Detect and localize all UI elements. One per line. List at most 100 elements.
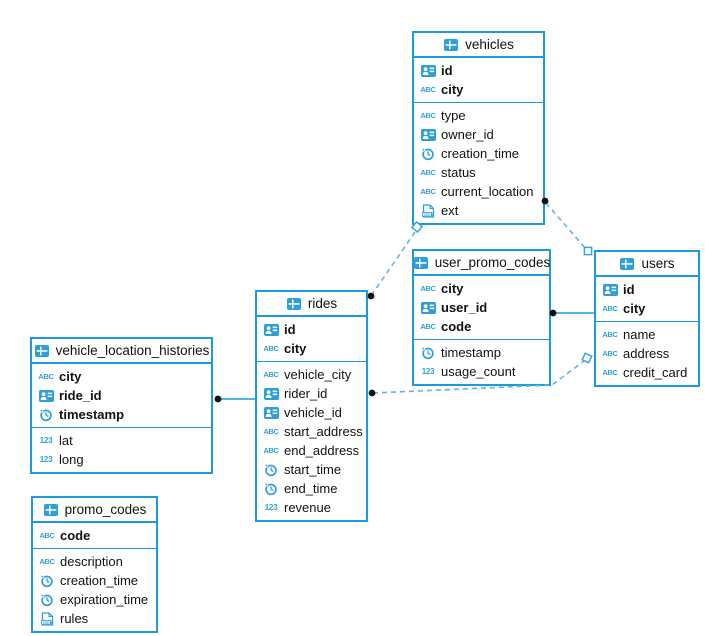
column-name: id	[441, 63, 453, 78]
number-type-icon: 123	[39, 455, 53, 464]
string-type-icon: ABC	[39, 531, 55, 540]
column-name: current_location	[441, 184, 534, 199]
string-type-icon: ABC	[602, 330, 618, 339]
column-name: city	[441, 82, 464, 97]
primary-key-section: id ABC city	[257, 317, 366, 362]
primary-key-section: id ABC city	[414, 58, 543, 103]
column-row: start_time	[257, 460, 366, 479]
table-icon	[286, 297, 302, 310]
table-header[interactable]: user_promo_codes	[413, 251, 550, 276]
json-type-icon: JSON	[420, 203, 436, 218]
column-row: timestamp	[414, 343, 549, 362]
string-type-icon: ABC	[420, 85, 436, 94]
table-header[interactable]: users	[596, 252, 698, 277]
column-name: timestamp	[59, 407, 125, 422]
columns-section: ABC type owner_id creation_time ABC status ABC…	[414, 103, 543, 223]
string-type-icon: ABC	[602, 368, 618, 377]
string-type-icon: ABC	[420, 111, 436, 120]
column-name: ext	[441, 203, 459, 218]
column-name: credit_card	[623, 365, 688, 380]
columns-section: ABC vehicle_city rider_id vehicle_id ABC star…	[257, 362, 366, 520]
relationship-line-vehicles-users[interactable]	[545, 202, 587, 250]
string-type-icon: ABC	[420, 322, 436, 331]
table-header[interactable]: promo_codes	[33, 498, 156, 523]
svg-text:JSON: JSON	[42, 620, 52, 624]
string-type-icon: ABC	[420, 168, 436, 177]
primary-key-section: ABC city ride_id timestamp	[32, 364, 211, 428]
column-row: ABC city	[257, 339, 366, 358]
column-name: vehicle_city	[284, 367, 352, 382]
column-row: 123 lat	[32, 431, 211, 450]
column-name: end_address	[284, 443, 360, 458]
column-row: ABC city	[32, 367, 211, 386]
column-name: code	[441, 319, 472, 334]
column-row: ride_id	[32, 386, 211, 405]
column-name: name	[623, 327, 656, 342]
table-header[interactable]: vehicle_location_histories	[32, 339, 211, 364]
column-name: end_time	[284, 481, 338, 496]
id-type-icon	[420, 301, 436, 314]
column-row: 123 long	[32, 450, 211, 469]
table-icon	[443, 38, 459, 51]
string-type-icon: ABC	[263, 344, 279, 353]
column-name: id	[623, 282, 635, 297]
columns-section: ABC description creation_time expiration_ti…	[33, 549, 156, 631]
table-users[interactable]: users id ABC city ABC name ABC address ABC credit…	[594, 250, 700, 387]
column-name: creation_time	[60, 573, 139, 588]
id-type-icon	[263, 387, 279, 400]
number-type-icon: 123	[421, 367, 435, 376]
column-row: ABC code	[33, 526, 156, 545]
cardinality-dot-marker	[367, 292, 375, 300]
time-type-icon	[263, 463, 279, 477]
table-user_promo_codes[interactable]: user_promo_codes ABC city user_id ABC code tim…	[412, 249, 551, 386]
column-row: ABC credit_card	[596, 363, 698, 382]
column-name: timestamp	[441, 345, 501, 360]
column-name: city	[623, 301, 646, 316]
column-row: timestamp	[32, 405, 211, 424]
column-name: creation_time	[441, 146, 520, 161]
string-type-icon: ABC	[420, 284, 436, 293]
time-type-icon	[420, 346, 436, 360]
column-row: ABC name	[596, 325, 698, 344]
table-title: rides	[307, 296, 338, 311]
column-row: JSON ext	[414, 201, 543, 220]
column-row: ABC end_address	[257, 441, 366, 460]
table-title: users	[641, 256, 675, 271]
time-type-icon	[39, 574, 55, 588]
cardinality-dot-marker	[368, 389, 376, 397]
column-row: id	[257, 320, 366, 339]
time-type-icon	[38, 408, 54, 422]
column-row: user_id	[414, 298, 549, 317]
relationship-line-vehicles-rides[interactable]	[372, 231, 416, 294]
table-rides[interactable]: rides id ABC city ABC vehicle_city rider_id veh…	[255, 290, 368, 522]
columns-section: timestamp 123 usage_count	[414, 340, 549, 384]
table-header[interactable]: vehicles	[414, 33, 543, 58]
column-row: ABC code	[414, 317, 549, 336]
time-type-icon	[420, 147, 436, 161]
table-promo_codes[interactable]: promo_codes ABC code ABC description creation…	[31, 496, 158, 633]
id-type-icon	[420, 128, 436, 141]
primary-key-section: id ABC city	[596, 277, 698, 322]
time-type-icon	[39, 593, 55, 607]
svg-text:JSON: JSON	[423, 212, 433, 216]
table-icon	[619, 257, 635, 270]
column-row: ABC city	[596, 299, 698, 318]
id-type-icon	[263, 406, 279, 419]
column-row: expiration_time	[33, 590, 156, 609]
primary-key-section: ABC code	[33, 523, 156, 549]
column-name: start_time	[284, 462, 342, 477]
table-vehicle_location_histories[interactable]: vehicle_location_histories ABC city ride_id…	[30, 337, 213, 474]
column-name: code	[60, 528, 91, 543]
id-type-icon	[263, 323, 279, 336]
column-row: 123 usage_count	[414, 362, 549, 381]
column-name: status	[441, 165, 476, 180]
table-vehicles[interactable]: vehicles id ABC city ABC type owner_id creation…	[412, 31, 545, 225]
column-row: ABC vehicle_city	[257, 365, 366, 384]
column-row: ABC city	[414, 279, 549, 298]
column-name: lat	[59, 433, 73, 448]
column-name: city	[284, 341, 307, 356]
column-row: owner_id	[414, 125, 543, 144]
column-row: 123 revenue	[257, 498, 366, 517]
table-header[interactable]: rides	[257, 292, 366, 317]
